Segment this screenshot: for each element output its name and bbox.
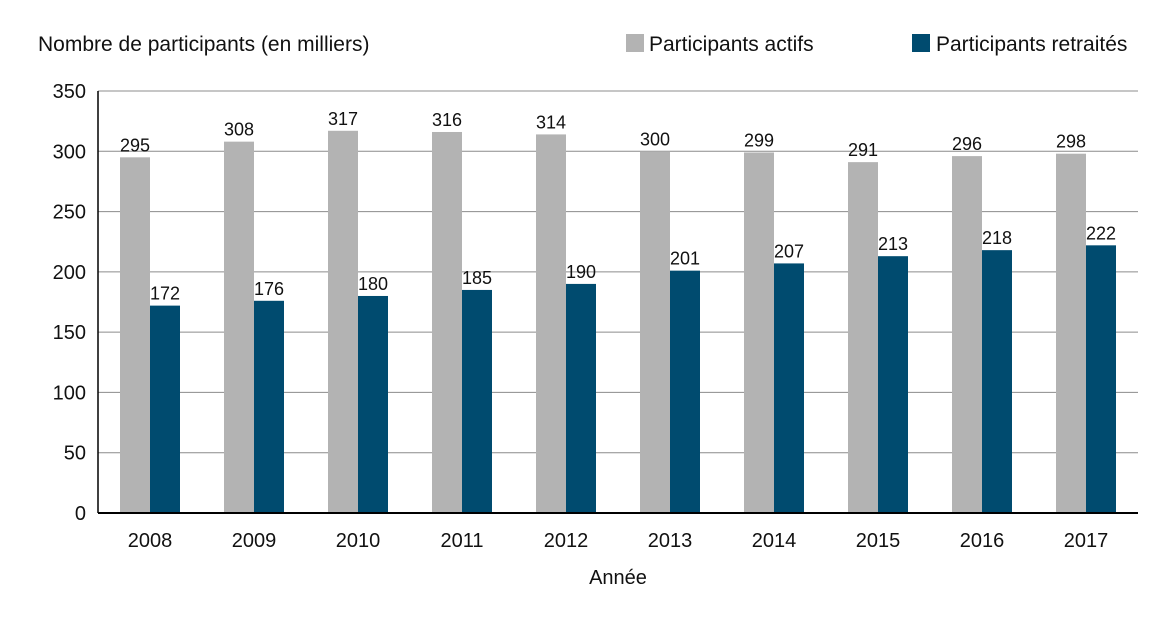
bar-active-2010 [328, 130, 358, 513]
value-label-retired-2009: 176 [254, 279, 284, 299]
x-tick-label-2011: 2011 [440, 530, 483, 552]
legend-swatch-retired [912, 34, 930, 52]
y-axis-title: Nombre de participants (en milliers) [38, 33, 369, 56]
x-tick-label-2017: 2017 [1064, 530, 1109, 552]
value-label-retired-2014: 207 [774, 241, 804, 261]
value-label-retired-2015: 213 [878, 234, 908, 254]
x-tick-label-2015: 2015 [856, 530, 901, 552]
bar-retired-2017 [1086, 245, 1116, 513]
value-label-active-2017: 298 [1056, 132, 1086, 152]
bar-active-2009 [224, 141, 254, 513]
y-tick-label: 0 [75, 503, 86, 525]
value-label-retired-2016: 218 [982, 228, 1012, 248]
value-label-active-2015: 291 [848, 140, 878, 160]
value-label-retired-2017: 222 [1086, 223, 1116, 243]
x-axis-ticks: 2008 2009 2010 2011 2012 2013 2014 2015 2016 2017 [128, 530, 1109, 552]
value-label-retired-2011: 185 [462, 268, 492, 288]
y-tick-label: 250 [53, 202, 86, 224]
bar-active-2016 [952, 156, 982, 513]
value-label-retired-2013: 201 [670, 249, 700, 269]
bar-retired-2014 [774, 263, 804, 513]
bar-active-2011 [432, 131, 462, 513]
value-labels: 295 172 308 176 317 180 316 185 314 190 300 201 299 2… [120, 109, 1116, 304]
value-label-retired-2012: 190 [566, 262, 596, 282]
value-label-active-2013: 300 [640, 129, 670, 149]
bar-active-2008 [120, 157, 150, 514]
y-tick-label: 200 [53, 262, 86, 284]
x-tick-label-2016: 2016 [960, 530, 1005, 552]
value-label-retired-2010: 180 [358, 274, 388, 294]
bar-retired-2015 [878, 256, 908, 513]
value-label-active-2014: 299 [744, 130, 774, 150]
bar-retired-2011 [462, 289, 492, 513]
y-tick-label: 350 [53, 81, 86, 103]
value-label-active-2010: 317 [328, 109, 358, 129]
bar-active-2012 [536, 134, 566, 514]
bar-active-2014 [744, 152, 774, 513]
bar-active-2015 [848, 162, 878, 513]
bar-retired-2010 [358, 295, 388, 513]
value-label-active-2016: 296 [952, 134, 982, 154]
bar-retired-2013 [670, 270, 700, 513]
bar-retired-2016 [982, 250, 1012, 513]
bar-retired-2009 [254, 300, 284, 513]
x-axis-title: Année [589, 567, 647, 589]
value-label-retired-2008: 172 [150, 284, 180, 304]
value-label-active-2008: 295 [120, 135, 150, 155]
x-tick-label-2012: 2012 [544, 530, 589, 552]
legend-swatch-active [626, 34, 644, 52]
value-label-active-2012: 314 [536, 112, 566, 132]
x-tick-label-2013: 2013 [648, 530, 693, 552]
value-label-active-2009: 308 [224, 120, 254, 140]
y-tick-label: 150 [53, 322, 86, 344]
y-axis-ticks: 0 50 100 150 200 250 300 350 [53, 81, 86, 525]
x-tick-label-2009: 2009 [232, 530, 277, 552]
bar-active-2013 [640, 151, 670, 514]
legend-label-retired: Participants retraités [936, 33, 1127, 56]
y-tick-label: 100 [53, 382, 86, 404]
y-tick-label: 300 [53, 141, 86, 163]
bar-retired-2012 [566, 283, 596, 513]
legend-label-active: Participants actifs [649, 33, 814, 56]
x-tick-label-2010: 2010 [336, 530, 381, 552]
value-label-active-2011: 316 [432, 110, 462, 130]
bar-active-2017 [1056, 153, 1086, 513]
x-tick-label-2014: 2014 [752, 530, 797, 552]
x-tick-label-2008: 2008 [128, 530, 173, 552]
bar-retired-2008 [150, 305, 180, 513]
legend: Participants actifs Participants retrait… [626, 33, 1127, 56]
bars [120, 130, 1116, 514]
y-tick-label: 50 [64, 443, 86, 465]
